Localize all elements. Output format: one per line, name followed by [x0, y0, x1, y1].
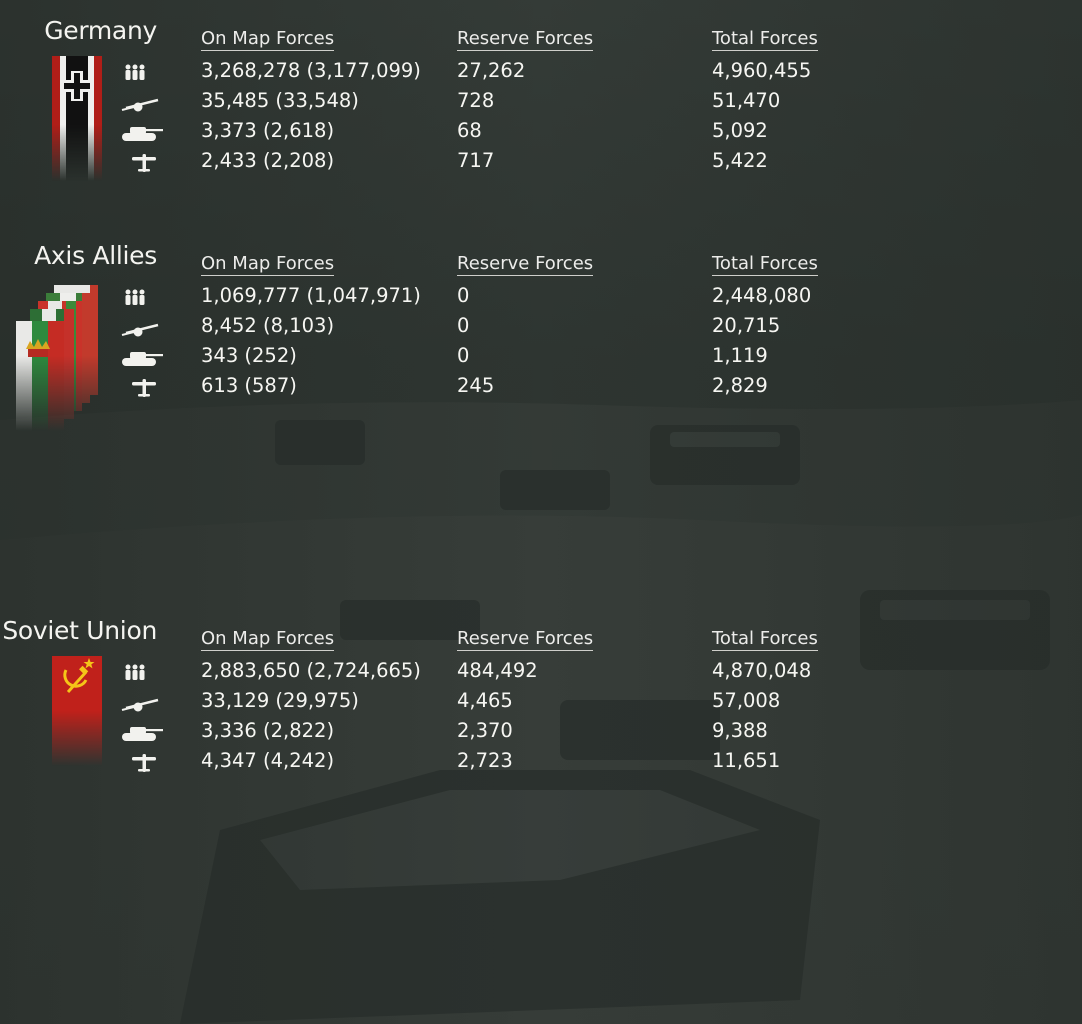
nation-name: Soviet Union [2, 616, 157, 645]
artillery-icon [121, 98, 159, 112]
germany-balkenkreuz-flag-icon [52, 56, 102, 181]
tank-icon [122, 727, 163, 741]
soviet-infantry-total: 4,870,048 [712, 659, 812, 682]
soviet-hammer-sickle-flag-icon [52, 656, 102, 766]
infantry-icon [125, 64, 145, 80]
germany-artillery-total: 51,470 [712, 89, 781, 112]
germany-tank-reserve: 68 [457, 119, 482, 142]
axis-allies-aircraft-total: 2,829 [712, 374, 768, 397]
column-header-reserve: Reserve Forces [457, 628, 594, 651]
nation-section-germany: Germany On Map Forces Reserve Forces Tot… [0, 16, 1082, 181]
aircraft-icon [132, 754, 156, 772]
axis-allies-tank-total: 1,119 [712, 344, 768, 367]
axis-allies-infantry-reserve: 0 [457, 284, 470, 307]
germany-infantry-total: 4,960,455 [712, 59, 812, 82]
tank-icon [122, 127, 163, 141]
germany-artillery-reserve: 728 [457, 89, 495, 112]
soviet-artillery-total: 57,008 [712, 689, 781, 712]
axis-allies-infantry-total: 2,448,080 [712, 284, 812, 307]
nation-name: Germany [44, 16, 157, 45]
column-header-on-map: On Map Forces [201, 628, 335, 651]
axis-allies-artillery-on-map: 8,452 (8,103) [201, 314, 335, 337]
infantry-icon [125, 664, 145, 680]
column-header-total: Total Forces [712, 628, 818, 651]
soviet-infantry-reserve: 484,492 [457, 659, 538, 682]
tank-icon [122, 352, 163, 366]
column-header-reserve: Reserve Forces [457, 28, 594, 51]
germany-aircraft-total: 5,422 [712, 149, 768, 172]
aircraft-icon [132, 379, 156, 397]
axis-allies-tank-reserve: 0 [457, 344, 470, 367]
soviet-tank-total: 9,388 [712, 719, 768, 742]
column-header-on-map: On Map Forces [201, 253, 335, 276]
axis-allies-aircraft-on-map: 613 (587) [201, 374, 297, 397]
column-header-total: Total Forces [712, 253, 818, 276]
soviet-tank-on-map: 3,336 (2,822) [201, 719, 335, 742]
soviet-artillery-on-map: 33,129 (29,975) [201, 689, 359, 712]
soviet-aircraft-total: 11,651 [712, 749, 781, 772]
infantry-icon [125, 289, 145, 305]
soviet-aircraft-reserve: 2,723 [457, 749, 513, 772]
germany-aircraft-on-map: 2,433 (2,208) [201, 149, 335, 172]
germany-infantry-reserve: 27,262 [457, 59, 526, 82]
axis-allies-infantry-on-map: 1,069,777 (1,047,971) [201, 284, 421, 307]
germany-tank-on-map: 3,373 (2,618) [201, 119, 335, 142]
artillery-icon [121, 698, 159, 712]
column-header-total: Total Forces [712, 28, 818, 51]
soviet-infantry-on-map: 2,883,650 (2,724,665) [201, 659, 421, 682]
aircraft-icon [132, 154, 156, 172]
nation-name: Axis Allies [34, 241, 157, 270]
soviet-aircraft-on-map: 4,347 (4,242) [201, 749, 335, 772]
germany-aircraft-reserve: 717 [457, 149, 495, 172]
germany-infantry-on-map: 3,268,278 (3,177,099) [201, 59, 421, 82]
axis-allies-tank-on-map: 343 (252) [201, 344, 297, 367]
column-header-reserve: Reserve Forces [457, 253, 594, 276]
soviet-tank-reserve: 2,370 [457, 719, 513, 742]
nation-section-axis-allies: Axis Allies On Map Forces Reserve Forces… [0, 241, 1082, 441]
axis-allies-aircraft-reserve: 245 [457, 374, 495, 397]
artillery-icon [121, 323, 159, 337]
soviet-artillery-reserve: 4,465 [457, 689, 513, 712]
nation-section-soviet-union: Soviet Union On Map Forces Reserve Force… [0, 616, 1082, 776]
column-header-on-map: On Map Forces [201, 28, 335, 51]
germany-tank-total: 5,092 [712, 119, 768, 142]
axis-allies-flags-icon [16, 285, 98, 431]
axis-allies-artillery-total: 20,715 [712, 314, 781, 337]
axis-allies-artillery-reserve: 0 [457, 314, 470, 337]
germany-artillery-on-map: 35,485 (33,548) [201, 89, 359, 112]
